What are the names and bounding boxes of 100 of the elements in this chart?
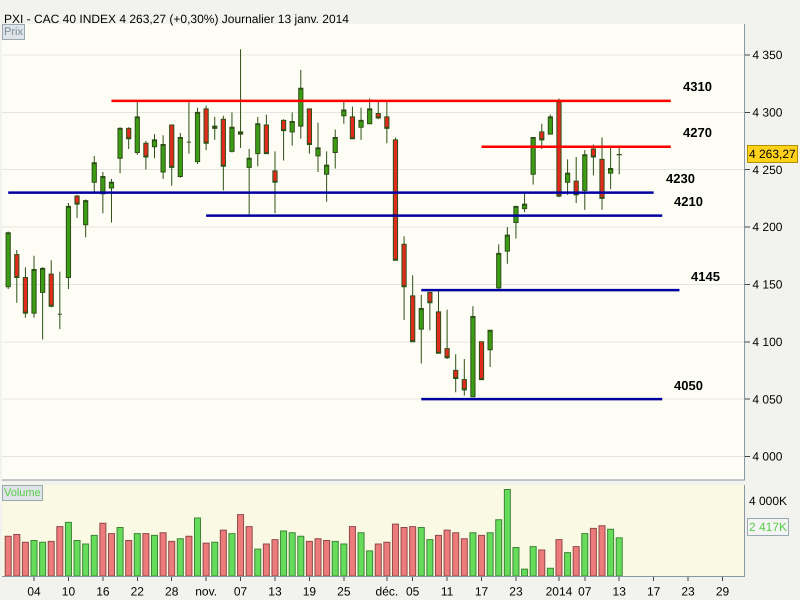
y-tick-label: 4 050 [752, 392, 783, 406]
candlestick [436, 290, 442, 354]
series-label: 4210 [674, 194, 703, 209]
candlestick [444, 309, 450, 360]
candlestick [496, 244, 502, 292]
candlestick [108, 178, 114, 223]
candlestick [134, 102, 140, 156]
x-tick-label: 11 [440, 584, 454, 598]
candlestick [522, 192, 528, 213]
series-label: 4230 [666, 171, 695, 186]
candlestick [392, 137, 398, 261]
x-tick-label: 07 [578, 584, 592, 598]
series-label: 4310 [683, 79, 712, 94]
candlestick [462, 358, 467, 396]
candlestick [453, 354, 458, 393]
text: 4 000K [749, 494, 788, 508]
bar [220, 530, 227, 576]
candlestick [582, 150, 588, 210]
bar [150, 534, 158, 576]
candlestick [488, 330, 493, 368]
bar [564, 552, 572, 576]
candlestick [590, 144, 596, 176]
bar [48, 540, 55, 576]
candlestick [194, 107, 200, 164]
bar [478, 534, 486, 576]
bar [194, 518, 202, 576]
x-tick-label: 23 [509, 584, 523, 598]
y-tick-label: 4 250 [752, 162, 783, 177]
candlestick [616, 147, 622, 175]
candlestick [152, 134, 158, 159]
bar [211, 542, 218, 576]
candlestick [470, 306, 476, 398]
x-tick-label: 10 [62, 584, 76, 598]
candlestick [143, 140, 148, 170]
bar [116, 527, 124, 576]
series-label: 4145 [691, 269, 720, 284]
candlestick [599, 137, 605, 210]
x-tick-label: 13 [612, 584, 626, 598]
candlestick [608, 146, 614, 190]
x-tick-label: 04 [27, 584, 42, 598]
bar [460, 538, 468, 576]
candlestick [14, 249, 20, 304]
x-tick-label: nov. [195, 584, 218, 598]
candlestick [306, 108, 312, 154]
x-tick-label: 23 [681, 584, 696, 598]
x-tick-label: 17 [474, 584, 489, 598]
candlestick [160, 134, 166, 180]
y-tick-label: 4 100 [752, 334, 783, 349]
candlestick [324, 150, 330, 202]
candlestick [48, 260, 54, 308]
x-tick-label: 07 [234, 584, 248, 598]
x-tick-label: 19 [302, 584, 316, 598]
candlestick [255, 116, 260, 167]
candlestick [427, 292, 432, 331]
candlestick [178, 132, 183, 178]
candlestick [264, 114, 269, 154]
candlestick [539, 123, 544, 150]
x-tick-label: 22 [130, 584, 144, 598]
candlestick [401, 236, 407, 320]
candlestick [556, 98, 562, 198]
candlestick [22, 266, 28, 318]
bar [134, 533, 141, 576]
candlestick [530, 137, 536, 186]
candlestick [238, 48, 244, 148]
x-tick-label: 16 [96, 584, 110, 598]
candlestick [212, 116, 218, 140]
bar [340, 543, 348, 576]
candlestick [504, 226, 510, 264]
candlestick [220, 115, 226, 191]
bar [555, 539, 562, 576]
x-tick-label: déc. [376, 584, 398, 598]
bar [581, 533, 588, 576]
x-tick-label: 2014 [546, 584, 573, 598]
text: 4 263,27 [749, 147, 796, 161]
bar [202, 542, 210, 576]
chart-title: PXI - CAC 40 INDEX 4 263,27 (+0,30%) Journalier 13 janv. 2014 [4, 12, 350, 26]
candlestick [66, 202, 72, 290]
candlestick [246, 148, 252, 215]
x-tick-label: 13 [268, 584, 282, 598]
bar [297, 536, 304, 576]
candlestick [332, 129, 338, 170]
x-tick-label: 29 [716, 584, 730, 598]
candlestick [117, 126, 123, 174]
candlestick [126, 126, 132, 150]
x-tick-label: 25 [337, 584, 351, 598]
bar [142, 533, 150, 576]
candlestick [418, 294, 424, 364]
candlestick [290, 112, 295, 146]
candlestick [204, 104, 209, 151]
candlestick [31, 255, 37, 318]
y-tick-label: 4 350 [752, 48, 783, 62]
candlestick [350, 106, 356, 140]
candlestick [367, 98, 372, 124]
candlestick [358, 107, 364, 140]
bar [546, 568, 554, 576]
series-label: 4270 [683, 125, 712, 140]
candlestick [272, 150, 278, 214]
y-tick-label: 4 000 [752, 450, 783, 464]
y-tick-label: 4 300 [752, 106, 783, 120]
bar [228, 533, 236, 576]
